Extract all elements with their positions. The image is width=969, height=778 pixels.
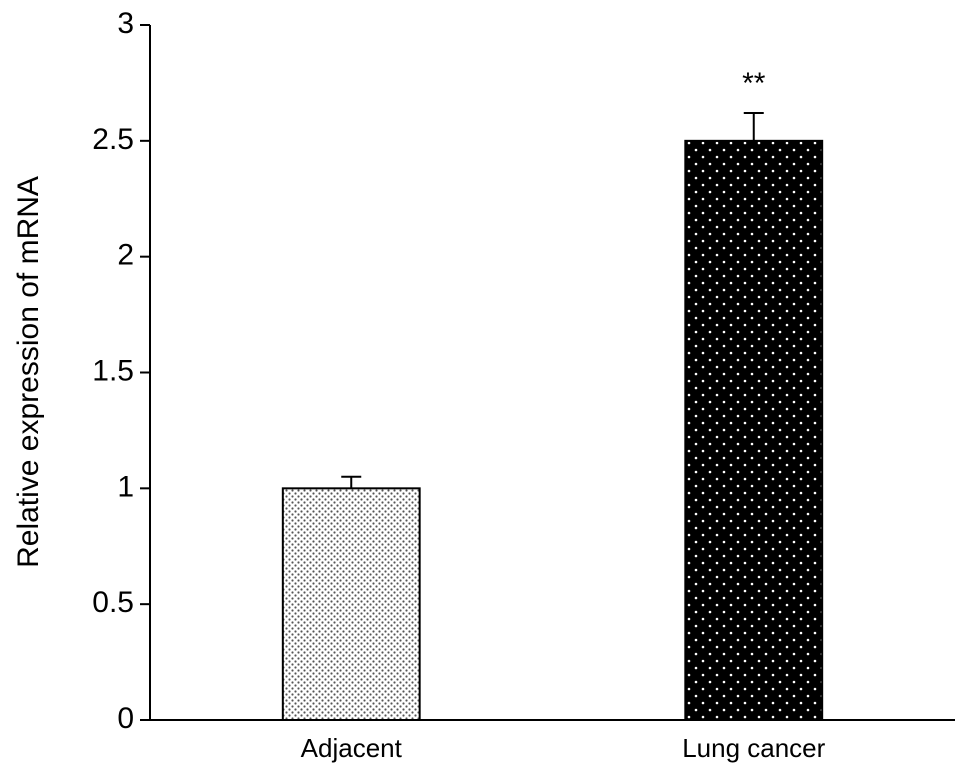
y-tick-label: 3	[117, 7, 134, 40]
y-axis-label: Relative expression of mRNA	[12, 176, 45, 568]
bar	[684, 139, 824, 722]
error-bar	[743, 112, 764, 141]
y-tick-label: 1	[117, 470, 134, 503]
bar	[281, 487, 421, 722]
y-tick-label: 2.5	[92, 123, 134, 156]
significance-label: **	[742, 67, 766, 100]
y-tick-label: 0	[117, 702, 134, 735]
error-bar	[341, 475, 362, 489]
y-tick-label: 0.5	[92, 586, 134, 619]
y-tick-label: 2	[117, 239, 134, 272]
y-tick-label: 1.5	[92, 354, 134, 387]
x-tick-label: Adjacent	[301, 733, 403, 763]
x-tick-label: Lung cancer	[682, 733, 825, 763]
